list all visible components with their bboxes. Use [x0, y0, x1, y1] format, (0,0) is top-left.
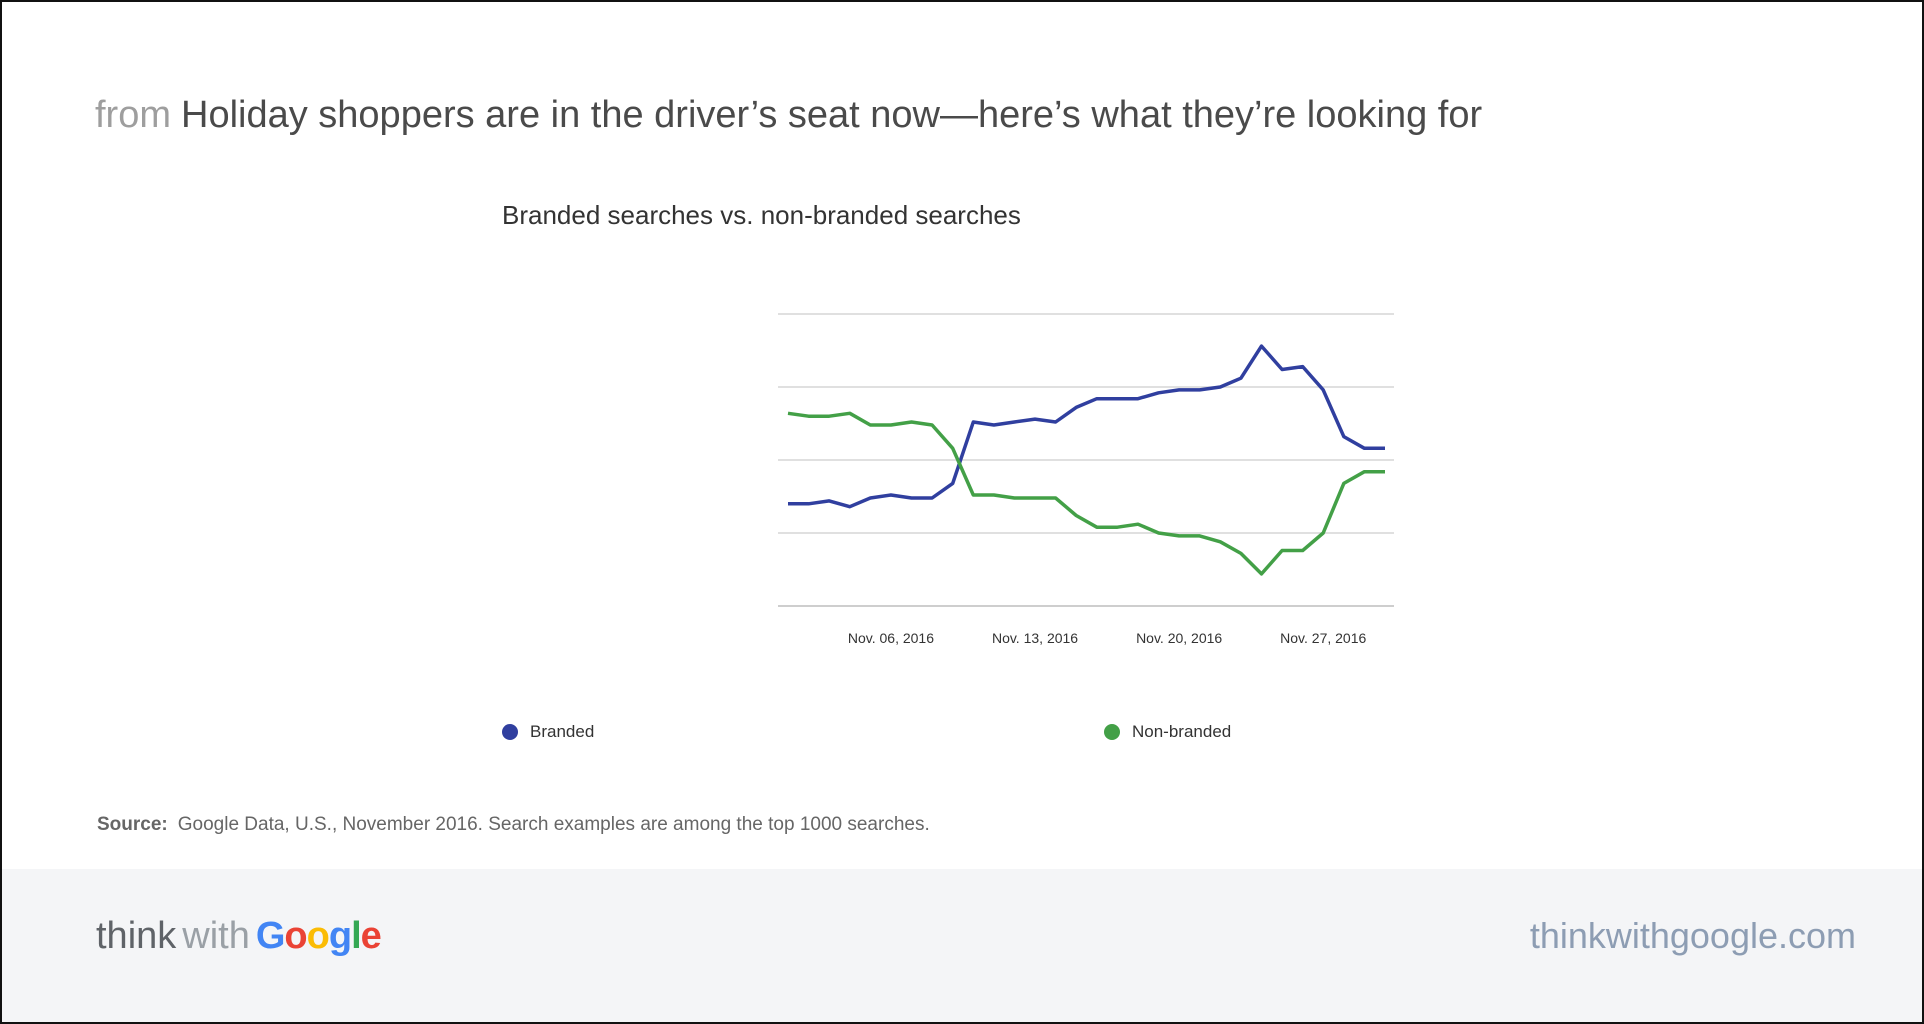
brand-with: with	[182, 915, 250, 957]
line-chart: Nov. 06, 2016 Nov. 13, 2016 Nov. 20, 2016 N…	[778, 313, 1394, 646]
x-tick-label: Nov. 13, 2016	[992, 630, 1078, 646]
brand-google-letter: G	[255, 915, 286, 957]
chart-gridlines	[778, 313, 1394, 607]
x-axis-ticks: Nov. 06, 2016 Nov. 13, 2016 Nov. 20, 2016 N…	[848, 630, 1367, 646]
series-line-non-branded	[787, 411, 1385, 576]
legend-label-non-branded: Non-branded	[1132, 722, 1232, 741]
brand-google-letter: o	[284, 915, 307, 957]
source-note: Source: Google Data, U.S., November 2016.…	[97, 814, 930, 836]
brand-think: think	[96, 915, 177, 957]
legend-dot-branded	[502, 724, 518, 740]
headline-from: from	[95, 94, 171, 136]
source-label: Source:	[97, 814, 168, 835]
footer: think with Google thinkwithgoogle.com	[2, 869, 1922, 1022]
legend-dot-non-branded	[1104, 724, 1120, 740]
x-tick-label: Nov. 06, 2016	[848, 630, 934, 646]
x-tick-label: Nov. 27, 2016	[1280, 630, 1366, 646]
legend-label-branded: Branded	[530, 722, 595, 741]
source-text: Google Data, U.S., November 2016. Search…	[177, 814, 930, 835]
chart-title: Branded searches vs. non-branded searche…	[502, 200, 1021, 230]
headline-title: Holiday shoppers are in the driver’s sea…	[181, 94, 1483, 136]
brand-google-letter: l	[351, 915, 362, 957]
chart-series	[787, 344, 1385, 576]
brand-google-letter: e	[360, 915, 382, 957]
series-line-branded	[788, 344, 1385, 509]
legend-item-branded: Branded	[502, 722, 594, 742]
brand-google-letter: o	[306, 915, 330, 957]
legend-item-non-branded: Non-branded	[1104, 722, 1231, 742]
x-tick-label: Nov. 20, 2016	[1136, 630, 1222, 646]
brand-google-letter: g	[328, 915, 352, 957]
brand-google: Google	[255, 915, 382, 957]
headline: from Holiday shoppers are in the driver’s…	[95, 94, 1482, 137]
think-with-google-logo[interactable]: think with Google	[96, 915, 382, 958]
site-url-link[interactable]: thinkwithgoogle.com	[1529, 915, 1856, 956]
